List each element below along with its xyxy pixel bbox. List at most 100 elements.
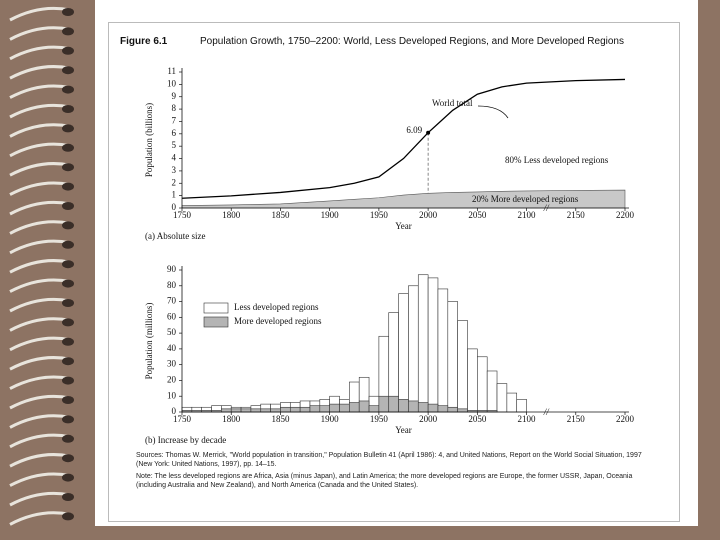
binding-coil (9, 220, 71, 235)
binding-hole (62, 493, 74, 501)
y-tick-label: 80 (167, 280, 177, 290)
y-tick-label: 9 (172, 91, 177, 101)
x-tick-label: 1750 (173, 210, 192, 220)
annotation: World total (432, 98, 473, 108)
binding-hole (62, 143, 74, 152)
x-axis-label: Year (395, 425, 412, 435)
bar (289, 406, 301, 413)
binding-hole (62, 8, 74, 16)
binding-coil (9, 491, 71, 507)
annotation: 80% Less developed regions (505, 155, 609, 165)
bar (417, 402, 429, 413)
bar (417, 274, 429, 413)
x-tick-label: 2150 (567, 210, 586, 220)
bar (427, 403, 439, 413)
bar (457, 320, 468, 413)
binding-coil (9, 45, 71, 61)
bar (398, 399, 409, 413)
bar (477, 356, 488, 413)
x-tick-label: 1900 (321, 210, 340, 220)
binding-hole (62, 337, 74, 346)
binding-coil (9, 453, 71, 468)
binding-hole (62, 163, 74, 172)
x-tick-label: 1850 (271, 210, 290, 220)
binding-hole (62, 105, 74, 113)
legend-label: More developed regions (234, 316, 322, 326)
y-tick-label: 0 (172, 406, 177, 416)
y-tick-label: 70 (167, 296, 177, 306)
y-tick-label: 10 (167, 78, 177, 88)
binding-hole (62, 396, 74, 404)
bar (447, 301, 458, 413)
bar (349, 402, 360, 413)
binding-hole (62, 434, 74, 443)
figure-frame (108, 22, 680, 522)
binding-hole (62, 46, 74, 55)
x-axis-label: Year (395, 221, 412, 231)
y-tick-label: 50 (167, 327, 177, 337)
y-tick-label: 11 (167, 66, 176, 76)
binding-coil (9, 336, 71, 352)
bar (368, 405, 380, 413)
binding-hole (62, 240, 74, 249)
bar (329, 403, 340, 413)
binding-coil (9, 297, 71, 313)
y-axis-label: Population (millions) (144, 303, 154, 380)
bar (408, 400, 419, 413)
binding-coil (9, 162, 71, 177)
bar (398, 293, 409, 413)
binding-coil (9, 200, 71, 216)
binding-hole (62, 473, 74, 482)
x-tick-label: 1950 (370, 210, 389, 220)
legend-label: Less developed regions (234, 302, 319, 312)
binding-coil (9, 123, 71, 138)
y-tick-label: 20 (167, 375, 177, 385)
x-tick-label: 2000 (419, 210, 438, 220)
line (181, 78, 626, 199)
binding-coil (9, 375, 71, 390)
x-tick-label: 1850 (271, 414, 290, 424)
x-tick-label: 1800 (222, 210, 241, 220)
bar (467, 348, 478, 413)
binding-hole (62, 415, 74, 424)
y-tick-label: 3 (172, 165, 177, 175)
bar (309, 405, 321, 413)
binding-coil (9, 181, 71, 196)
bar (447, 406, 458, 413)
bar (437, 288, 449, 413)
y-axis-label: Population (billions) (144, 103, 154, 177)
x-tick-label: 2200 (616, 210, 635, 220)
caption: (b) Increase by decade (145, 435, 226, 445)
binding-coil (9, 317, 71, 332)
y-tick-label: 0 (172, 202, 177, 212)
y-tick-label: 40 (167, 343, 177, 353)
y-tick-label: 90 (167, 264, 177, 274)
binding-hole (62, 124, 74, 133)
x-tick-label: 2150 (567, 414, 586, 424)
annotation: 20% More developed regions (472, 194, 579, 204)
y-tick-label: 6 (172, 128, 177, 138)
binding-coil (9, 239, 71, 255)
binding-coil (9, 65, 71, 80)
bar (260, 408, 271, 413)
bar (299, 406, 311, 413)
binding-coil (9, 472, 71, 487)
y-tick-label: 5 (172, 140, 177, 150)
y-tick-label: 60 (167, 311, 177, 321)
point (426, 130, 431, 135)
bar (230, 408, 242, 413)
binding-coil (9, 278, 71, 293)
binding-coil (9, 259, 71, 274)
binding-coil (9, 511, 71, 526)
legend-swatch (203, 316, 229, 328)
x-tick-label: 2050 (468, 414, 487, 424)
annotation-arrow (477, 105, 509, 119)
binding-coil (9, 103, 71, 119)
bar (240, 408, 252, 413)
binding-hole (62, 260, 74, 269)
y-tick-label: 2 (172, 177, 177, 187)
x-tick-label: 2100 (518, 210, 537, 220)
note: Note: The less developed regions are Afr… (136, 473, 633, 489)
x-tick-label: 1900 (321, 414, 340, 424)
